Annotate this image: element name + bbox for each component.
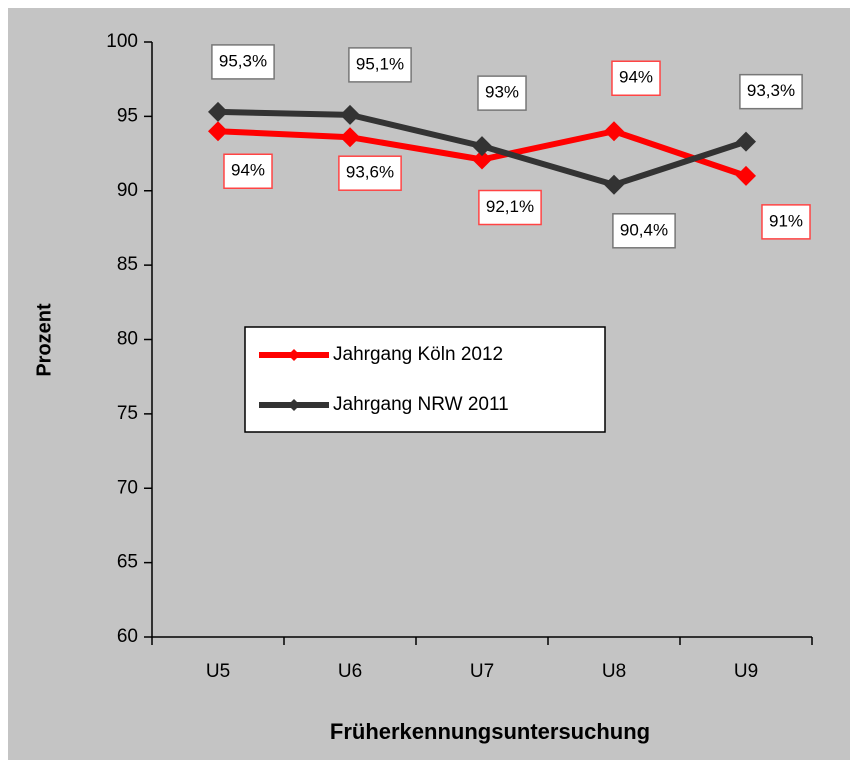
value-label: 92,1%	[478, 189, 542, 226]
y-tick-label: 80	[117, 329, 138, 350]
value-label-box	[478, 189, 542, 226]
point-marker	[340, 104, 360, 125]
value-label: 95,1%	[348, 47, 412, 83]
value-label-box	[739, 73, 803, 110]
value-label-text: 95,1%	[356, 54, 404, 73]
value-label: 91%	[761, 204, 811, 240]
x-axis-title: Früherkennungsuntersuchung	[330, 719, 650, 744]
y-tick-label: 65	[117, 552, 138, 573]
value-label-text: 91%	[769, 211, 803, 230]
legend-box	[244, 326, 606, 433]
value-label-text: 94%	[231, 161, 265, 180]
x-tick-label: U6	[338, 661, 362, 682]
x-tick-label: U7	[470, 661, 494, 682]
point-marker	[736, 165, 756, 186]
point-marker	[208, 101, 228, 122]
x-tick-label: U9	[734, 661, 758, 682]
point-marker	[472, 149, 492, 170]
value-label-text: 90,4%	[620, 220, 668, 239]
value-label: 94%	[223, 153, 273, 189]
y-tick-label: 90	[117, 180, 138, 201]
value-label-box	[477, 75, 527, 111]
value-label-box	[211, 44, 275, 80]
value-label: 95,3%	[211, 44, 275, 80]
value-label-text: 93%	[485, 83, 519, 102]
y-tick-label: 75	[117, 403, 138, 424]
value-label: 93%	[477, 75, 527, 111]
point-marker	[472, 136, 492, 157]
legend-marker	[288, 399, 300, 411]
value-label-text: 95,3%	[219, 51, 267, 70]
value-label-text: 93,6%	[346, 163, 394, 182]
value-label-text: 93,3%	[747, 81, 795, 100]
value-label-text: 92,1%	[486, 197, 534, 216]
x-tick-label: U5	[206, 661, 230, 682]
value-label-box	[348, 47, 412, 83]
value-label-box	[611, 60, 661, 96]
value-label-box	[612, 213, 676, 249]
value-label-box	[761, 204, 811, 240]
y-tick-label: 95	[117, 105, 138, 126]
y-axis-title: Prozent	[33, 303, 55, 377]
value-label: 90,4%	[612, 213, 676, 249]
point-marker	[208, 121, 228, 142]
point-marker	[340, 127, 360, 148]
value-label-text: 94%	[619, 68, 653, 87]
legend-label: Jahrgang Köln 2012	[333, 344, 503, 365]
value-label: 93,3%	[739, 73, 803, 110]
legend-label: Jahrgang NRW 2011	[333, 394, 509, 415]
value-label-box	[338, 155, 402, 191]
y-tick-label: 85	[117, 254, 138, 275]
value-label-box	[223, 153, 273, 189]
point-marker	[604, 121, 624, 142]
x-tick-label: U8	[602, 661, 626, 682]
point-marker	[736, 131, 756, 152]
y-tick-label: 100	[106, 31, 138, 52]
y-tick-label: 60	[117, 626, 138, 647]
legend-marker	[288, 349, 300, 361]
value-label: 94%	[611, 60, 661, 96]
point-marker	[604, 174, 624, 195]
value-label: 93,6%	[338, 155, 402, 191]
y-tick-label: 70	[117, 477, 138, 498]
